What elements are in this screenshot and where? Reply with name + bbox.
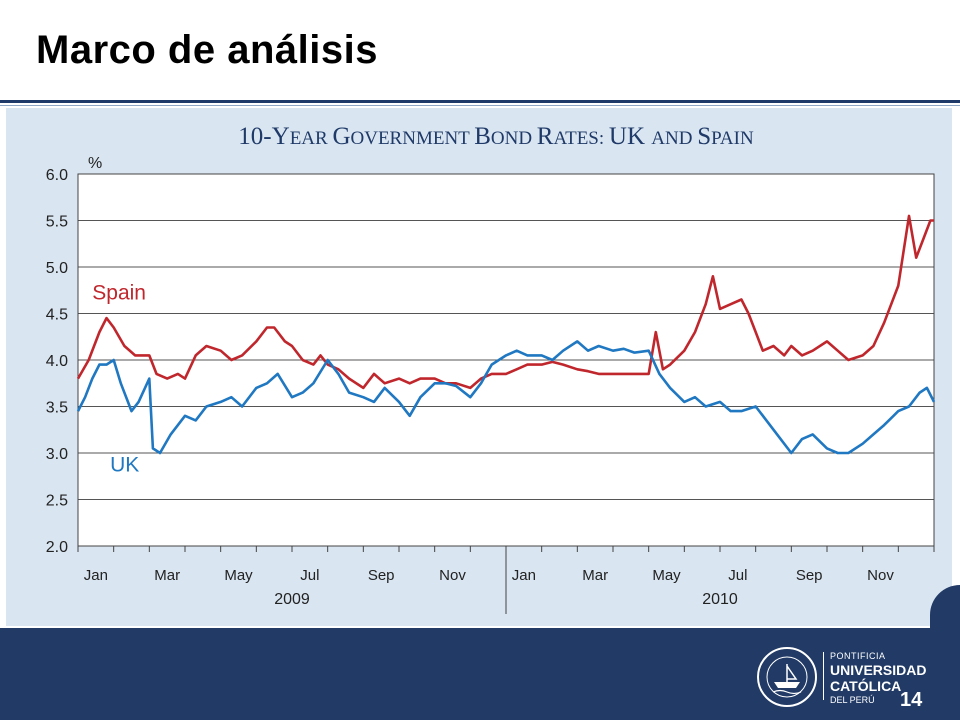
x-tick-label: Nov bbox=[867, 567, 894, 584]
chart-title-part: S bbox=[697, 123, 711, 150]
x-tick-label: Jan bbox=[84, 567, 108, 584]
university-logo-text: PONTIFICIA UNIVERSIDAD CATÓLICA DEL PERÚ bbox=[830, 652, 926, 705]
x-tick-label: May bbox=[224, 567, 253, 584]
chart-panel: 10-YEAR GOVERNMENT BOND RATES: UK AND SP… bbox=[6, 108, 952, 626]
y-tick-label: 3.0 bbox=[46, 446, 68, 463]
series-label-spain: Spain bbox=[92, 282, 146, 305]
series-line-uk bbox=[76, 340, 936, 455]
university-seal-icon bbox=[757, 647, 817, 707]
chart-title-part: OND bbox=[491, 128, 537, 149]
y-tick-label: 2.5 bbox=[46, 493, 68, 510]
chart-title-part: AND bbox=[651, 128, 697, 149]
chart-title-part: PAIN bbox=[711, 128, 754, 149]
page-number: 14 bbox=[900, 689, 923, 711]
y-axis-unit-label: % bbox=[88, 155, 102, 172]
x-tick-label: May bbox=[652, 567, 681, 584]
chart-title-part: OVERNMENT bbox=[351, 128, 475, 149]
series-line-spain bbox=[76, 214, 934, 390]
chart-title-part: G bbox=[332, 123, 350, 150]
logo-divider bbox=[823, 652, 824, 700]
chart-title: 10-YEAR GOVERNMENT BOND RATES: UK AND SP… bbox=[238, 123, 754, 150]
x-tick-label: Jul bbox=[300, 567, 319, 584]
title-underline bbox=[0, 100, 960, 103]
x-tick-label: Jul bbox=[728, 567, 747, 584]
chart-title-part: R bbox=[537, 123, 554, 150]
x-tick-label: Sep bbox=[368, 567, 395, 584]
x-tick-label: Jan bbox=[512, 567, 536, 584]
x-tick-label: Mar bbox=[154, 567, 180, 584]
y-tick-label: 6.0 bbox=[46, 167, 68, 184]
x-year-label: 2010 bbox=[702, 591, 738, 608]
footer-bar bbox=[0, 628, 960, 720]
y-tick-label: 2.0 bbox=[46, 539, 68, 556]
slide-title: Marco de análisis bbox=[36, 28, 378, 72]
chart-title-part: B bbox=[474, 123, 491, 150]
chart-title-part: UK bbox=[609, 123, 651, 150]
logo-line-3: CATÓLICA bbox=[830, 678, 902, 694]
y-tick-label: 3.5 bbox=[46, 400, 68, 417]
title-underline-thin bbox=[0, 105, 960, 106]
y-tick-label: 4.5 bbox=[46, 307, 68, 324]
x-tick-label: Sep bbox=[796, 567, 823, 584]
chart-title-part: EAR bbox=[290, 128, 333, 149]
series-label-uk: UK bbox=[110, 454, 139, 477]
logo-line-4: DEL PERÚ bbox=[830, 695, 875, 705]
x-tick-label: Mar bbox=[582, 567, 608, 584]
y-tick-label: 5.5 bbox=[46, 214, 68, 231]
x-year-label: 2009 bbox=[274, 591, 310, 608]
x-tick-label: Nov bbox=[439, 567, 466, 584]
logo-line-2: UNIVERSIDAD bbox=[830, 662, 927, 678]
chart-title-part: ATES: bbox=[553, 128, 608, 149]
bond-rates-chart: 10-YEAR GOVERNMENT BOND RATES: UK AND SP… bbox=[46, 123, 936, 614]
y-tick-label: 5.0 bbox=[46, 260, 68, 277]
chart-title-part: 10-Y bbox=[238, 123, 289, 150]
y-tick-label: 4.0 bbox=[46, 353, 68, 370]
logo-line-1: PONTIFICIA bbox=[830, 651, 886, 661]
